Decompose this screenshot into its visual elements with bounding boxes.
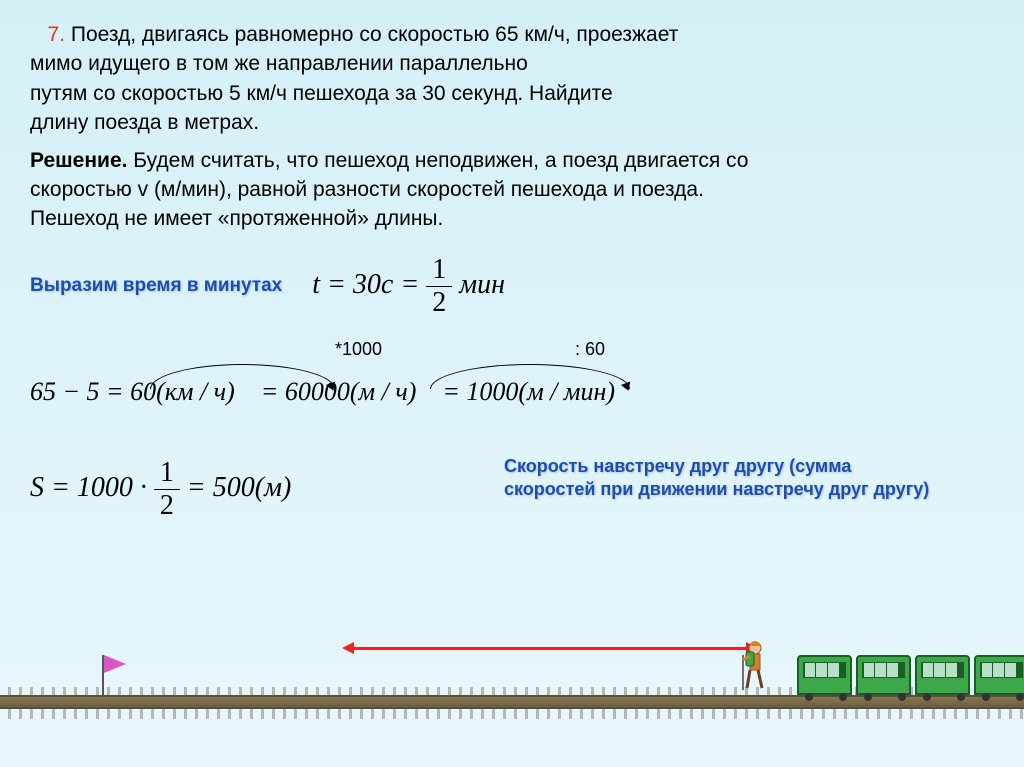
calc3: = 1000(м / мин) xyxy=(442,377,615,406)
problem-line4: длину поезда в метрах. xyxy=(30,111,259,134)
conversion-formula: 65 − 5 = 60(км / ч) = 60000(м / ч) = 100… xyxy=(30,377,994,407)
time-formula: t = 30c = 1 2 мин xyxy=(312,254,505,319)
speed-note-2: скоростей при движении навстречу друг др… xyxy=(504,479,929,499)
solution-line3: Пешеход не имеет «протяженной» длины. xyxy=(30,207,443,230)
problem-text: 7. Поезд, двигаясь равномерно со скорост… xyxy=(30,20,994,138)
train-car xyxy=(974,655,1024,695)
solution-line1: Будем считать, что пешеход неподвижен, а… xyxy=(133,149,748,172)
mult-label: *1000 xyxy=(335,339,382,360)
solution-line2: скоростью v (м/мин), равной разности ско… xyxy=(30,178,704,201)
time-label: Выразим время в минутах xyxy=(30,275,282,297)
speed-note-1: Скорость навстречу друг другу (сумма xyxy=(504,456,851,476)
calc1: 65 − 5 = 60(км / ч) xyxy=(30,377,235,406)
calc2: = 60000(м / ч) xyxy=(261,377,417,406)
train-car xyxy=(856,655,911,695)
time-fraction: 1 2 xyxy=(426,254,452,319)
final-right: = 500(м) xyxy=(187,472,291,503)
time-row: Выразим время в минутах t = 30c = 1 2 ми… xyxy=(30,254,994,319)
problem-line2: мимо идущего в том же направлении паралл… xyxy=(30,52,528,75)
time-formula-right: мин xyxy=(459,269,505,300)
problem-line3: путям со скоростью 5 км/ч пешехода за 30… xyxy=(30,82,613,105)
railway-scene xyxy=(0,637,1024,727)
train-icon xyxy=(797,655,1024,695)
time-formula-left: t = 30c = xyxy=(312,269,419,300)
solution-block: Решение. Будем считать, что пешеход непо… xyxy=(30,146,994,234)
div-label: : 60 xyxy=(575,339,605,360)
hiker-icon xyxy=(740,640,770,695)
final-left: S = 1000 · xyxy=(30,472,147,503)
conversion-labels: *1000 : 60 xyxy=(30,339,994,369)
final-fraction: 1 2 xyxy=(154,457,180,522)
speed-note: Скорость навстречу друг другу (сумма ско… xyxy=(504,455,984,502)
train-car xyxy=(797,655,852,695)
problem-line1: Поезд, двигаясь равномерно со скоростью … xyxy=(71,23,678,46)
solution-title: Решение. xyxy=(30,149,127,172)
train-car xyxy=(915,655,970,695)
start-flag xyxy=(102,655,104,697)
distance-arrow xyxy=(350,647,750,650)
problem-number: 7. xyxy=(48,23,66,46)
